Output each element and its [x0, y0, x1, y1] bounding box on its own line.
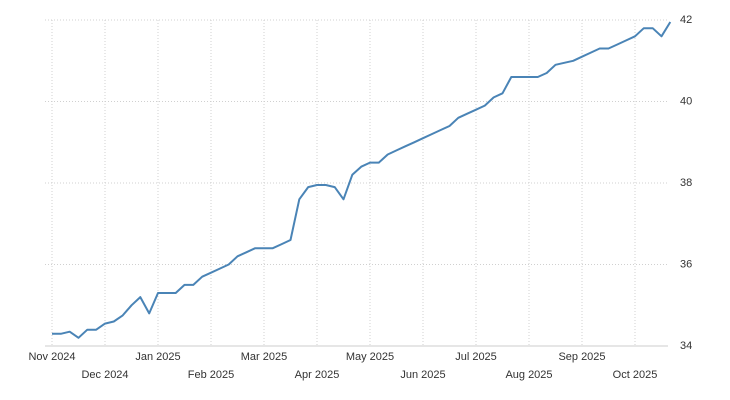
y-tick-label: 36 — [680, 258, 692, 270]
y-tick-label: 34 — [680, 340, 692, 352]
x-tick-label: Jun 2025 — [400, 369, 445, 381]
x-tick-label: May 2025 — [346, 351, 394, 363]
x-tick-label: Jul 2025 — [455, 351, 497, 363]
x-tick-label: Mar 2025 — [241, 351, 287, 363]
x-tick-label: Jan 2025 — [135, 351, 180, 363]
line-series — [52, 21, 672, 339]
x-tick-label: Sep 2025 — [558, 351, 605, 363]
x-tick-label: Apr 2025 — [295, 369, 340, 381]
x-tick-label: Aug 2025 — [505, 369, 552, 381]
x-tick-label: Dec 2024 — [81, 369, 128, 381]
x-tick-label: Oct 2025 — [613, 369, 658, 381]
x-tick-label: Feb 2025 — [188, 369, 234, 381]
x-tick-label: Nov 2024 — [28, 351, 75, 363]
y-tick-label: 38 — [680, 177, 692, 189]
y-tick-label: 42 — [680, 14, 692, 26]
y-tick-label: 40 — [680, 95, 692, 107]
